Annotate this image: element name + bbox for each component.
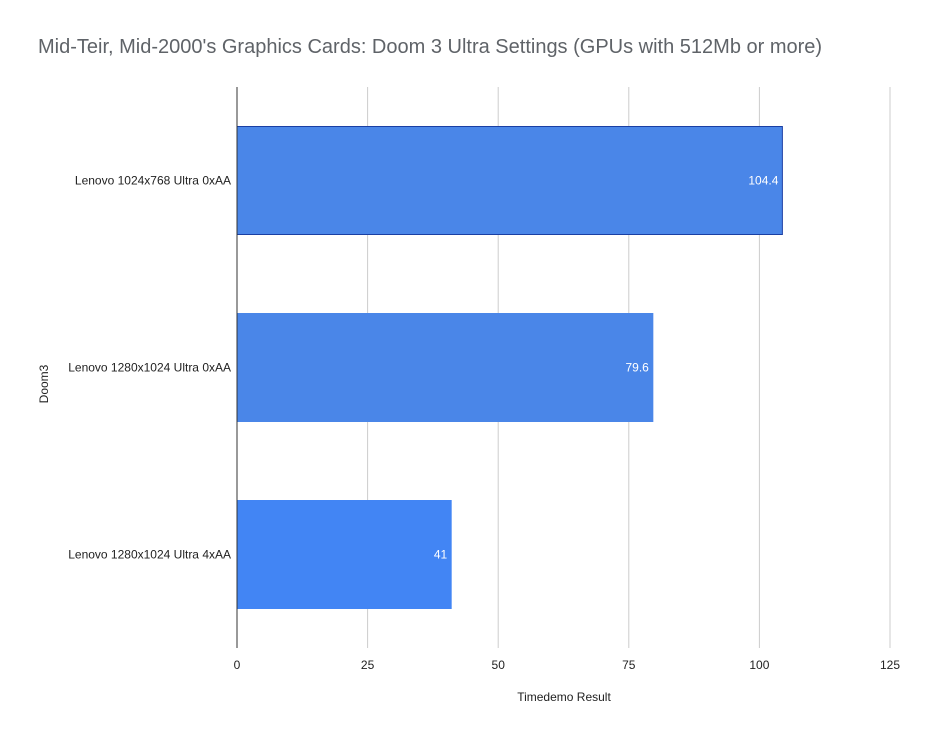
bar xyxy=(236,313,654,422)
x-tick-label: 25 xyxy=(361,658,375,672)
bars xyxy=(236,126,783,609)
category-label: Lenovo 1280x1024 Ultra 0xAA xyxy=(68,361,231,375)
data-label: 79.6 xyxy=(625,361,649,375)
bar xyxy=(236,126,783,235)
chart-title: Mid-Teir, Mid-2000's Graphics Cards: Doo… xyxy=(38,36,823,58)
x-axis-title: Timedemo Result xyxy=(517,690,611,704)
data-label: 104.4 xyxy=(748,174,778,188)
category-label: Lenovo 1280x1024 Ultra 4xAA xyxy=(68,548,231,562)
category-label: Lenovo 1024x768 Ultra 0xAA xyxy=(75,174,231,188)
y-axis-title: Doom3 xyxy=(37,364,51,403)
bar xyxy=(236,500,452,609)
x-tick-label: 125 xyxy=(880,658,900,672)
labels: 0 25 50 75 100 125 Lenovo 1024x768 Ultra 0xAA 1… xyxy=(68,174,900,673)
x-tick-label: 75 xyxy=(622,658,636,672)
data-label: 41 xyxy=(434,548,448,562)
x-tick-label: 50 xyxy=(492,658,506,672)
x-tick-label: 0 xyxy=(234,658,241,672)
x-tick-label: 100 xyxy=(749,658,769,672)
